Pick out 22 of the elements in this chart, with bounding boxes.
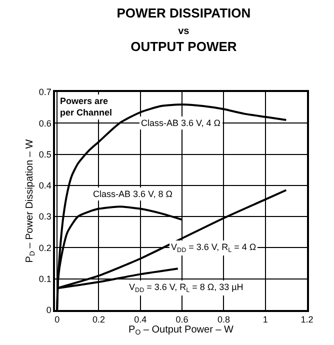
- y-tick-label: 0.6: [38, 118, 52, 128]
- y-tick-label: 0.4: [38, 180, 52, 191]
- x-tick-label: 1.2: [300, 314, 314, 325]
- annotation: Class-AB 3.6 V, 8 Ω: [93, 189, 173, 199]
- annotation: Powers are per Channel: [60, 96, 112, 118]
- x-tick-label: 0.8: [217, 314, 230, 325]
- y-tick-label: 0.3: [38, 212, 52, 222]
- x-tick-label: 0: [54, 314, 60, 325]
- y-tick-label: 0.1: [38, 274, 52, 284]
- y-tick-label: 0: [46, 305, 52, 316]
- x-tick-label: 0.2: [92, 314, 105, 325]
- annotation: Class-AB 3.6 V, 4 Ω: [141, 118, 221, 128]
- y-tick-label: 0.2: [38, 242, 52, 253]
- x-tick-label: 1: [262, 314, 268, 325]
- x-axis-title: P$_{O}$ – Output Power – W: [128, 324, 234, 337]
- annotation: V$_{DD}$ = 3.6 V, R$_{L}$ = 8 Ω, 33 µH: [129, 282, 244, 294]
- chart-title: POWER DISSIPATION vs OUTPUT POWER: [116, 5, 251, 54]
- y-tick-label: 0.5: [38, 149, 52, 160]
- annotation: V$_{DD}$ = 3.6 V, R$_{L}$ = 4 Ω: [171, 242, 256, 254]
- x-tick-label: 0.4: [134, 314, 147, 325]
- x-tick-label: 0.6: [176, 314, 188, 325]
- y-tick-label: 0.7: [38, 87, 52, 98]
